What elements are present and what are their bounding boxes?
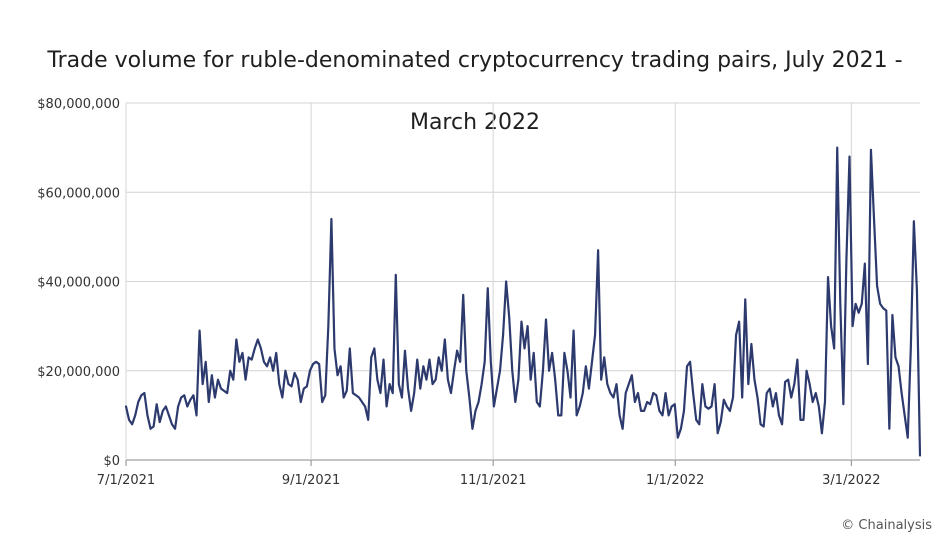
y-tick-label: $80,000,000 (37, 97, 120, 112)
y-tick-label: $20,000,000 (37, 365, 120, 380)
x-tick-label: 3/1/2022 (822, 473, 880, 488)
series-line (124, 146, 922, 457)
y-tick-label: $0 (103, 454, 120, 469)
x-tick-label: 11/1/2021 (460, 473, 527, 488)
y-axis: $0 $20,000,000 $40,000,000 $60,000,000 $80,0… (37, 97, 120, 469)
grid-lines (125, 102, 920, 461)
x-tick-label: 9/1/2021 (282, 473, 340, 488)
x-tick-label: 7/1/2021 (97, 473, 155, 488)
chart-title-line-1: Trade volume for ruble-denominated crypt… (47, 48, 903, 73)
source-credit: © Chainalysis (841, 518, 932, 533)
y-tick-label: $40,000,000 (37, 276, 120, 291)
x-axis: 7/1/2021 9/1/2021 11/1/2021 1/1/2022 3/1/202… (97, 460, 881, 488)
x-tick-label: 1/1/2022 (646, 473, 704, 488)
y-tick-label: $60,000,000 (37, 186, 120, 201)
series-layer (124, 146, 922, 457)
chart-title: Trade volume for ruble-denominated crypt… (0, 14, 950, 169)
